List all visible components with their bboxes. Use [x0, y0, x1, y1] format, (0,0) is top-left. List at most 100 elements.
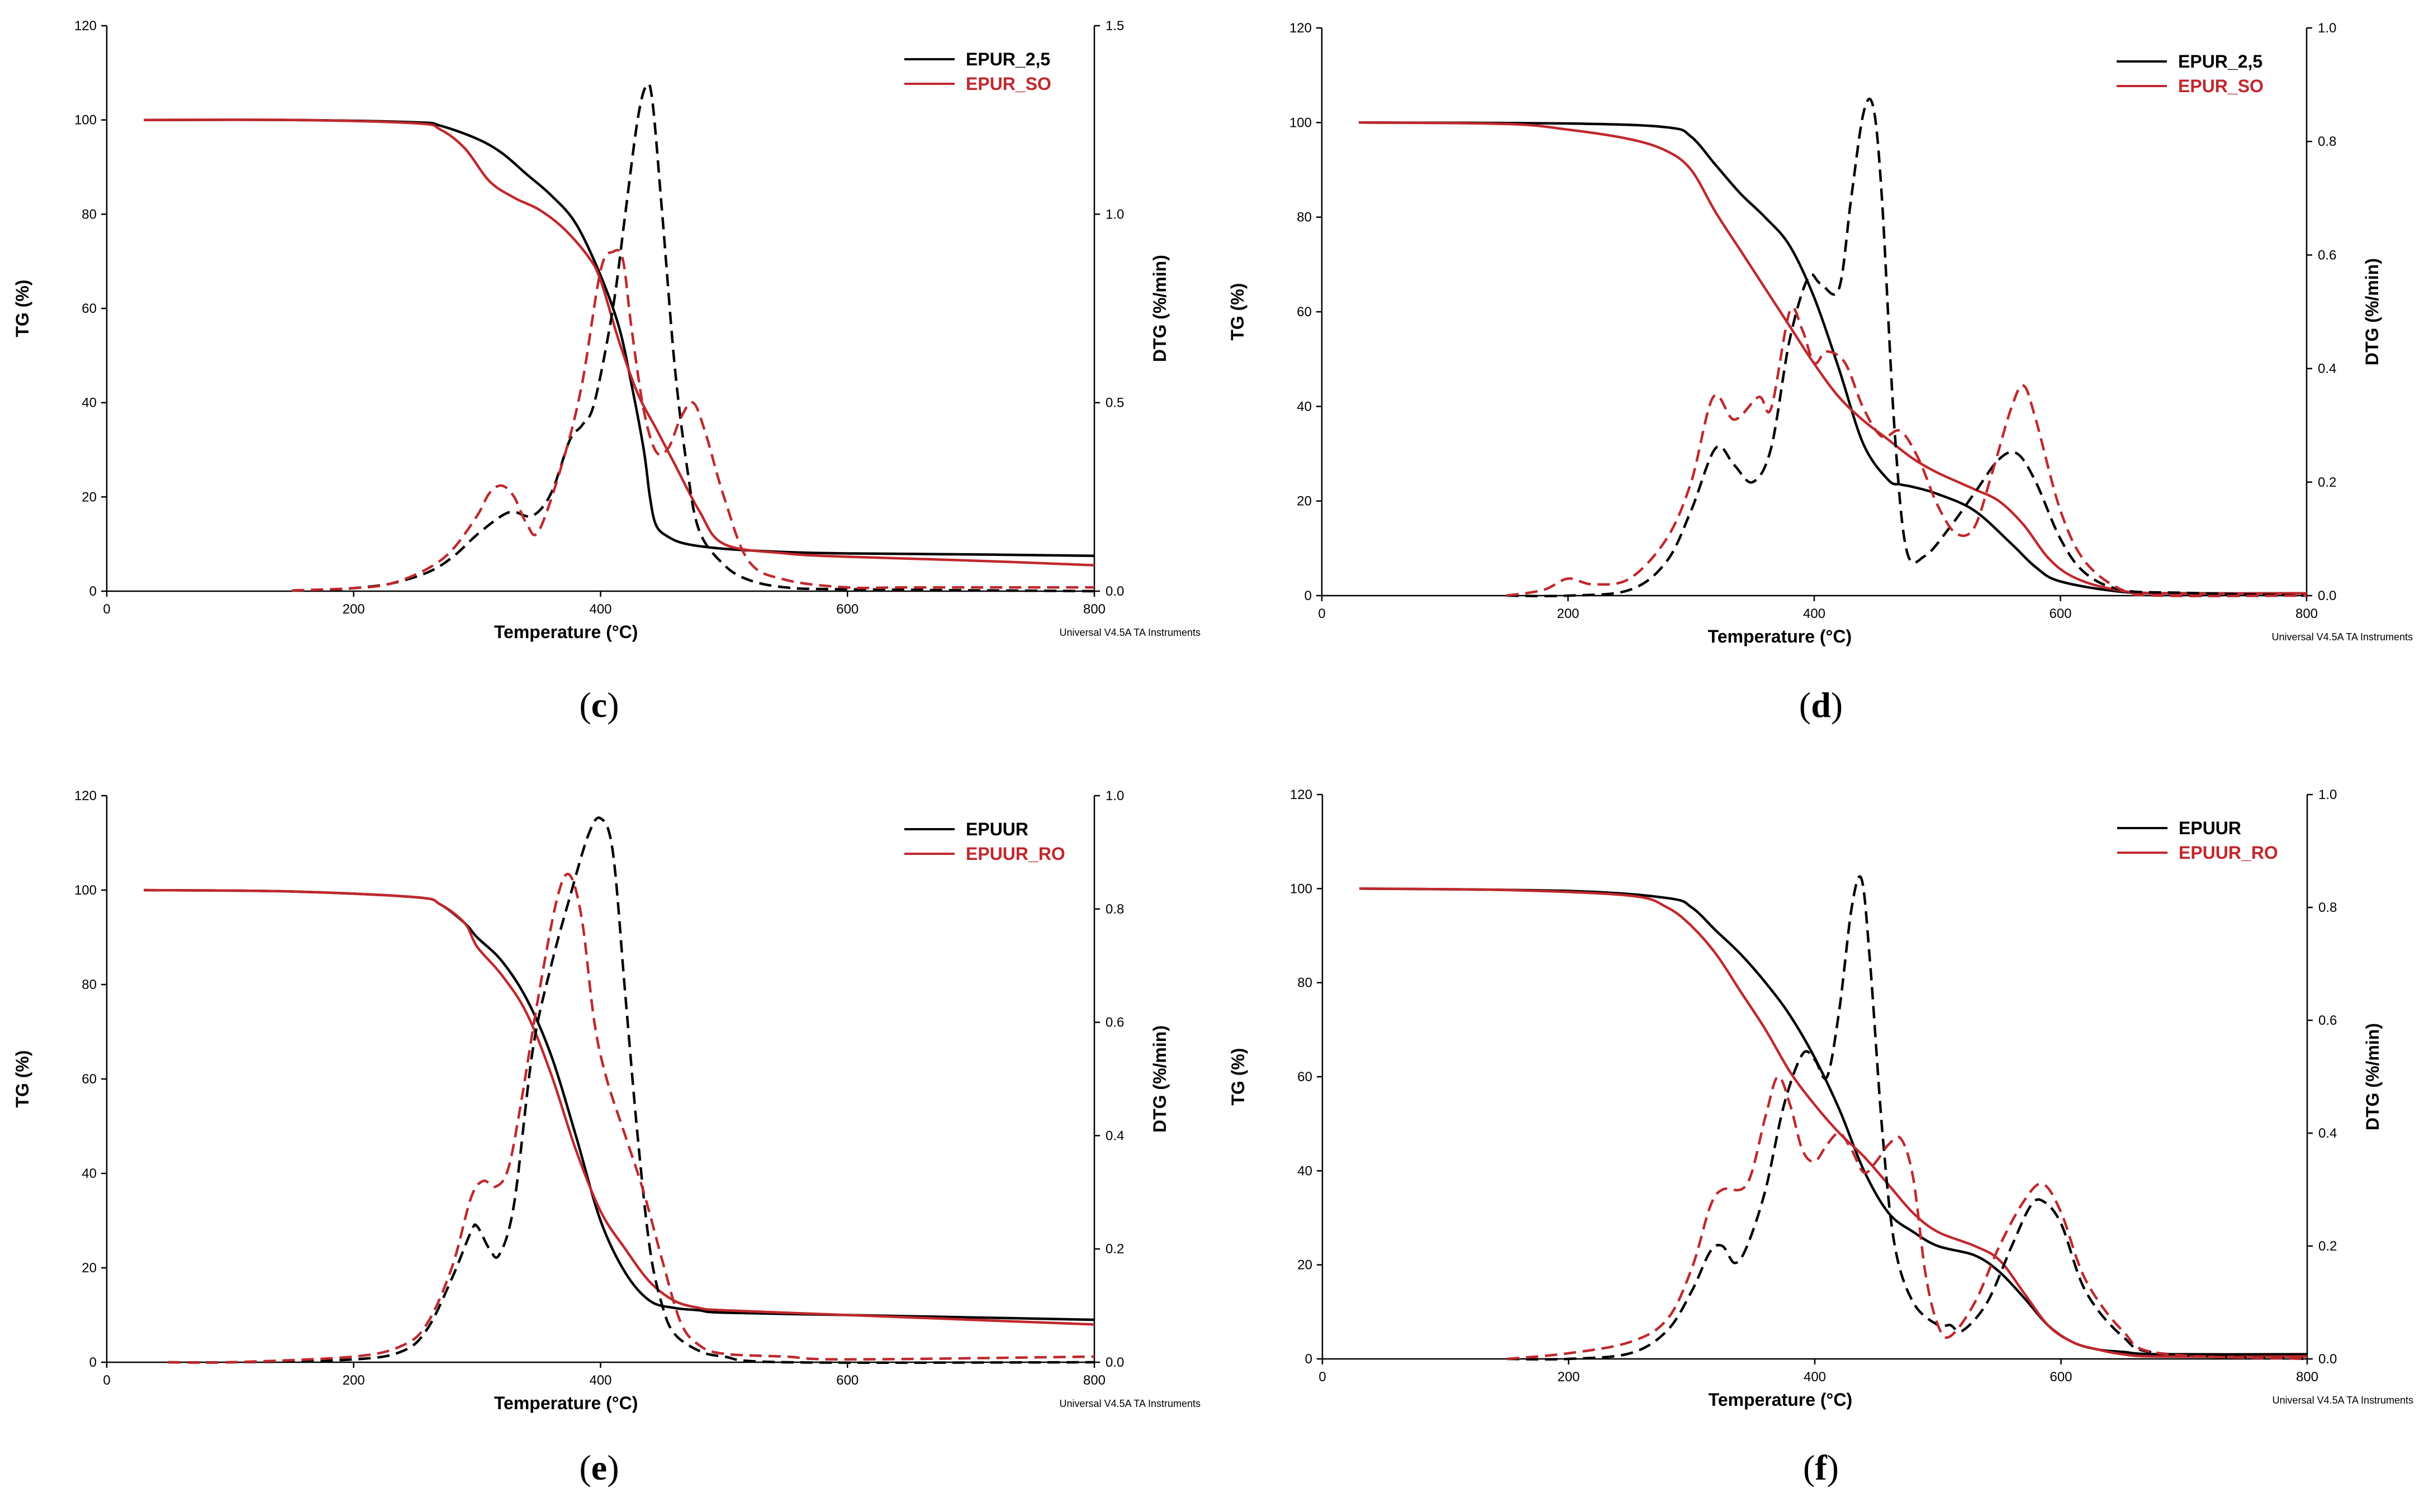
credit-text-f: Universal V4.5A TA Instruments: [2273, 1395, 2413, 1406]
series-line-d-tg-0: [1359, 121, 2307, 595]
series-line-f-dtg-3: [1507, 1075, 2308, 1361]
y-left-tick-label-c-5: 100: [74, 113, 97, 128]
series-line-f-tg-1: [1359, 887, 2308, 1358]
y-left-tick-label-c-0: 0: [89, 584, 97, 599]
y-right-tick-label-f-4: 0.8: [2318, 900, 2337, 915]
x-tick-label-c-1: 200: [343, 602, 365, 617]
caption-label-c: c: [591, 685, 608, 725]
y-left-tick-label-e-2: 40: [82, 1166, 97, 1181]
chart-svg-c: 0 200 400 600 800 0 20 40 60 80 100 120 0.0 0.5 1.0 1.5…: [12, 18, 1201, 642]
caption-e: (e): [579, 1448, 619, 1487]
y-right-tick-label-c-1: 0.5: [1106, 396, 1124, 411]
caption-c: (c): [579, 685, 619, 725]
y-left-tick-label-d-6: 120: [1289, 21, 1312, 36]
y-left-tick-label-d-3: 60: [1297, 305, 1312, 320]
y-right-tick-label-c-0: 0.0: [1106, 584, 1124, 599]
legend-label-c-0: EPUR_2,5: [966, 49, 1050, 69]
y-right-tick-label-f-2: 0.4: [2318, 1126, 2337, 1141]
x-tick-label-e-4: 800: [1083, 1373, 1106, 1388]
y-right-tick-label-e-5: 1.0: [1106, 788, 1124, 803]
y-right-tick-label-c-2: 1.0: [1106, 207, 1124, 222]
y-left-tick-label-e-3: 60: [82, 1072, 97, 1087]
y-right-tick-label-f-3: 0.6: [2318, 1013, 2337, 1028]
y-left-tick-label-e-1: 20: [82, 1261, 97, 1276]
series-line-d-dtg-3: [1506, 306, 2307, 598]
y-left-tick-label-d-1: 20: [1297, 494, 1312, 509]
x-tick-label-d-2: 400: [1803, 606, 1825, 621]
legend-label-d-0: EPUR_2,5: [2178, 51, 2262, 72]
series-line-e-dtg-2: [168, 816, 1095, 1364]
credit-text-d: Universal V4.5A TA Instruments: [2272, 631, 2413, 643]
y-axis-title-left-e: TG (%): [12, 1050, 32, 1107]
y-right-tick-label-d-5: 1.0: [2318, 21, 2336, 36]
x-tick-label-e-1: 200: [343, 1373, 365, 1388]
y-left-tick-label-f-0: 0: [1305, 1352, 1312, 1367]
y-axis-title-left-d: TG (%): [1227, 283, 1247, 340]
x-tick-label-c-3: 600: [836, 602, 858, 617]
chart-panel-e: 0 200 400 600 800 0 20 40 60 80 100 120 0.0 0.2 0.4 0.6…: [0, 765, 1212, 1512]
x-tick-label-f-3: 600: [2050, 1370, 2072, 1385]
y-left-tick-label-e-5: 100: [74, 883, 97, 898]
legend-label-f-1: EPUUR_RO: [2179, 843, 2278, 863]
caption-label-d: d: [1811, 685, 1831, 725]
chart-panel-f: 0 200 400 600 800 0 20 40 60 80 100 120 0.0 0.2 0.4 0.6…: [1212, 765, 2424, 1512]
series-line-d-tg-1: [1359, 121, 2307, 595]
x-tick-label-e-3: 600: [836, 1373, 858, 1388]
caption-f: (f): [1803, 1448, 1839, 1487]
x-tick-label-c-0: 0: [103, 602, 110, 617]
legend-label-e-1: EPUUR_RO: [966, 844, 1065, 864]
x-tick-label-e-0: 0: [103, 1373, 110, 1388]
x-tick-label-f-2: 400: [1804, 1370, 1826, 1385]
series-line-e-tg-1: [144, 888, 1095, 1326]
y-left-tick-label-f-1: 20: [1297, 1258, 1312, 1273]
y-left-tick-label-c-1: 20: [82, 489, 97, 505]
y-axis-title-left-f: TG (%): [1228, 1048, 1248, 1105]
y-left-tick-label-f-5: 100: [1290, 881, 1312, 896]
caption-d: (d): [1799, 685, 1843, 725]
x-tick-label-d-3: 600: [2049, 606, 2071, 621]
y-left-tick-label-c-4: 80: [82, 207, 97, 222]
legend-label-f-0: EPUUR: [2179, 818, 2241, 838]
x-axis-title-e: Temperature (°C): [494, 1393, 638, 1413]
y-axis-title-left-c: TG (%): [12, 279, 32, 337]
x-tick-label-c-4: 800: [1083, 602, 1106, 617]
y-left-tick-label-c-2: 40: [82, 396, 97, 411]
series-line-d-dtg-2: [1506, 97, 2307, 598]
y-right-tick-label-c-3: 1.5: [1106, 18, 1124, 34]
caption-label-e: e: [591, 1448, 608, 1487]
y-right-tick-label-f-5: 1.0: [2318, 787, 2337, 802]
x-axis-title-f: Temperature (°C): [1709, 1390, 1853, 1410]
series-line-f-tg-0: [1359, 887, 2308, 1356]
y-left-tick-label-c-3: 60: [82, 301, 97, 316]
y-right-tick-label-e-3: 0.6: [1106, 1015, 1124, 1030]
y-axis-title-right-e: DTG (%/min): [1150, 1025, 1170, 1133]
legend-label-d-1: EPUR_SO: [2178, 76, 2264, 96]
y-right-tick-label-d-3: 0.6: [2318, 248, 2336, 263]
y-right-tick-label-d-1: 0.2: [2318, 475, 2336, 490]
chart-svg-f: 0 200 400 600 800 0 20 40 60 80 100 120 0.0 0.2 0.4 0.6…: [1228, 787, 2413, 1410]
x-tick-label-e-2: 400: [589, 1373, 611, 1388]
chart-panel-c: 0 200 400 600 800 0 20 40 60 80 100 120 0.0 0.5 1.0 1.5…: [0, 0, 1212, 754]
y-right-tick-label-e-0: 0.0: [1106, 1355, 1124, 1370]
y-left-tick-label-d-4: 80: [1297, 210, 1312, 225]
y-right-tick-label-d-2: 0.4: [2318, 362, 2336, 377]
legend-label-e-0: EPUUR: [966, 819, 1028, 839]
y-axis-title-right-c: DTG (%/min): [1150, 255, 1170, 362]
y-axis-title-right-f: DTG (%/min): [2363, 1023, 2383, 1130]
chart-svg-e: 0 200 400 600 800 0 20 40 60 80 100 120 0.0 0.2 0.4 0.6…: [12, 788, 1201, 1413]
y-left-tick-label-f-4: 80: [1297, 976, 1312, 991]
credit-text-c: Universal V4.5A TA Instruments: [1060, 627, 1201, 638]
y-right-tick-label-d-0: 0.0: [2318, 588, 2336, 603]
y-left-tick-label-f-3: 60: [1297, 1069, 1312, 1085]
x-tick-label-f-1: 200: [1557, 1370, 1579, 1385]
x-tick-label-c-2: 400: [589, 602, 611, 617]
chart-svg-d: 0 200 400 600 800 0 20 40 60 80 100 120 0.0 0.2 0.4 0.6…: [1227, 21, 2413, 646]
y-left-tick-label-f-6: 120: [1290, 787, 1312, 802]
series-line-c-tg-0: [144, 118, 1095, 558]
x-axis-title-d: Temperature (°C): [1708, 626, 1852, 646]
y-left-tick-label-e-4: 80: [82, 977, 97, 992]
y-left-tick-label-e-0: 0: [89, 1355, 97, 1370]
x-tick-label-d-4: 800: [2295, 606, 2318, 621]
y-left-tick-label-e-6: 120: [74, 788, 97, 803]
y-left-tick-label-d-0: 0: [1304, 588, 1312, 603]
